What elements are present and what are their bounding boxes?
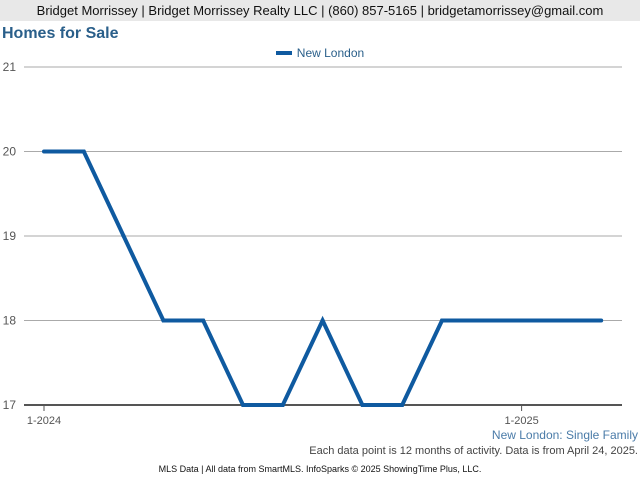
x-tick-label: 1-2025 [504,415,538,427]
data-point [42,149,46,154]
contact-header: Bridget Morrissey | Bridget Morrissey Re… [0,0,640,21]
data-point [440,318,444,323]
gridlines [24,66,622,321]
legend-label: New London [296,46,365,60]
data-point [121,234,126,238]
data-point [280,403,285,407]
data-point [400,403,405,407]
chart-subtitle: New London: Single Family [491,428,638,442]
y-tick-label: 19 [3,229,17,243]
data-point [320,318,325,323]
data-point [479,318,484,323]
x-axis: 1-2024 1-2025 [24,404,622,427]
y-tick-label: 20 [3,145,17,159]
data-point [81,149,86,154]
data-point [241,403,245,407]
chart-title: Homes for Sale [2,25,119,42]
data-point [360,403,365,407]
y-tick-label: 21 [3,60,17,74]
footer-credit: MLS Data | All data from SmartMLS. InfoS… [158,464,482,474]
x-tick-label: 1-2024 [27,415,61,427]
series-line [44,149,602,407]
data-point [161,318,166,323]
data-point [599,318,604,323]
data-point [519,318,524,323]
chart-legend[interactable]: New London [0,46,640,60]
data-point [201,318,206,323]
y-axis-ticks: 17 18 19 20 21 [3,60,17,412]
y-tick-label: 18 [3,314,17,328]
series-new-london [42,149,604,407]
data-note: Each data point is 12 months of activity… [309,445,638,457]
legend-swatch [275,50,292,55]
y-tick-label: 17 [3,398,17,412]
data-point [559,318,564,323]
